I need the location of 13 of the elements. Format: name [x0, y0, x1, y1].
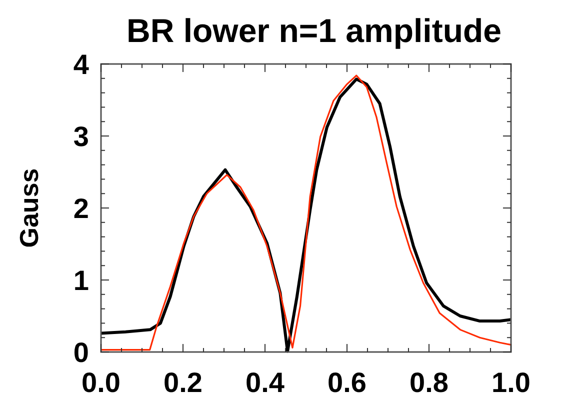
y-tick-label: 3: [73, 120, 89, 152]
x-tick-label: 1.0: [492, 367, 530, 398]
y-tick-label: 4: [73, 48, 90, 80]
y-tick-label: 0: [73, 336, 89, 368]
x-tick-label: 0.8: [410, 367, 448, 398]
x-tick-label: 0.0: [82, 367, 120, 398]
x-tick-label: 0.2: [164, 367, 202, 398]
x-tick-label: 0.4: [246, 367, 285, 398]
chart-title: BR lower n=1 amplitude: [126, 12, 502, 49]
y-axis-title: Gauss: [14, 168, 44, 248]
x-tick-label: 0.6: [328, 367, 366, 398]
y-tick-label: 1: [73, 264, 89, 296]
y-tick-label: 2: [73, 192, 89, 224]
